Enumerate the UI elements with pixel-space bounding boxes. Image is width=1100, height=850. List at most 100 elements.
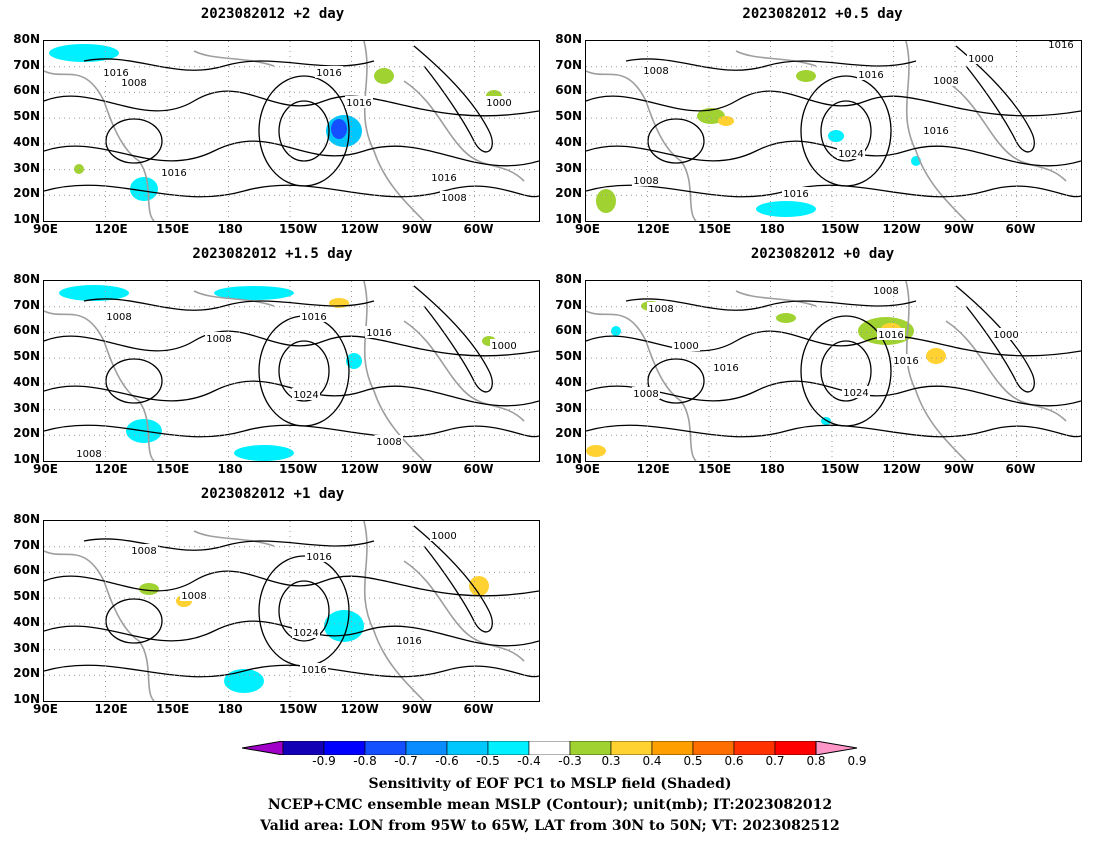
sensitivity-shading [139, 583, 159, 595]
lat-tick-label: 70N [13, 57, 40, 72]
mslp-contour [44, 424, 539, 438]
lon-tick-label: 150W [279, 702, 318, 716]
sensitivity-shading [374, 68, 394, 84]
caption-line-1: Sensitivity of EOF PC1 to MSLP field (Sh… [368, 776, 732, 792]
coastline [193, 290, 275, 307]
contour-label: 1000 [491, 341, 516, 352]
coastline [905, 281, 967, 461]
mslp-contour [820, 100, 872, 162]
contour-label: 1000 [968, 54, 993, 65]
mslp-contour [278, 100, 330, 162]
lon-tick-label: 90E [575, 462, 600, 476]
mslp-contour [586, 90, 1081, 117]
panel-plus2day: 2023082012 +2 day 1016 1008 1016 1016 1000 101… [0, 0, 545, 240]
lat-tick-label: 60N [13, 563, 40, 578]
lon-tick-label: 180 [217, 222, 243, 236]
lon-tick-label: 120E [94, 462, 128, 476]
sensitivity-shading [718, 116, 734, 126]
contour-label: 1008 [873, 286, 898, 297]
mslp-contour [413, 285, 493, 393]
mslp-contour [44, 184, 539, 198]
contour-label: 1008 [933, 76, 958, 87]
colorbar-swatch [282, 740, 325, 756]
colorbar-tick-label: -0.3 [558, 754, 582, 768]
lon-tick-label: 90E [33, 702, 58, 716]
mslp-contour [625, 298, 917, 311]
lon-tick-label: 120W [340, 702, 379, 716]
colorbar-tick-label: 0.7 [765, 754, 785, 768]
lat-tick-label: 10N [555, 452, 582, 466]
colorbar-tick-label: 0.9 [847, 754, 867, 768]
lon-tick-label: 150E [156, 462, 190, 476]
lat-tick-label: 20N [555, 426, 582, 441]
coastline [193, 50, 275, 67]
lat-tick-label: 60N [555, 323, 582, 338]
contour-label: 1016 [301, 665, 326, 676]
panel-plus0day: 2023082012 +0 day 1008 1008 1000 1016 1016 100… [545, 240, 1100, 480]
colorbar-tick-label: 0.3 [601, 754, 621, 768]
lon-tick-label: 90E [33, 222, 58, 236]
contour-label: 1024 [293, 390, 318, 401]
lon-tick-label: 120W [882, 462, 921, 476]
lon-tick-label: 90E [33, 462, 58, 476]
map-canvas: 1008 1016 1000 1008 1016 1024 1008 1016 1016 [586, 41, 1081, 221]
mslp-contour [83, 538, 375, 551]
lon-tick-label: 120W [882, 222, 921, 236]
contour-label: 1016 [161, 168, 186, 179]
contour-label: 1008 [633, 176, 658, 187]
sensitivity-shading [331, 119, 347, 139]
contour-label: 1016 [103, 68, 128, 79]
colorbar: -0.9 -0.8 -0.7 -0.6 -0.5 -0.4 -0.3 0.3 0.4 0.5 0.6… [241, 740, 867, 770]
coastline [44, 70, 155, 221]
contour-label: 1024 [843, 388, 868, 399]
lat-tick-label: 50N [13, 109, 40, 124]
mslp-contour [83, 298, 375, 311]
contour-label: 1008 [441, 193, 466, 204]
contour-label: 1016 [1048, 41, 1073, 51]
sensitivity-shading [49, 44, 119, 62]
colorbar-tick-label: -0.7 [394, 754, 418, 768]
lat-tick-label: 60N [555, 83, 582, 98]
mslp-contour [44, 140, 539, 167]
contour-label: 1016 [923, 126, 948, 137]
sensitivity-shading [611, 326, 621, 336]
contour-label: 1008 [106, 312, 131, 323]
lon-tick-label: 120E [94, 222, 128, 236]
coastline [403, 560, 525, 662]
lon-tick-label: 60W [463, 462, 494, 476]
colorbar-swatch [487, 740, 530, 756]
map-canvas: 1008 1016 1000 1008 1024 1016 1016 [44, 521, 539, 701]
colorbar-swatch [774, 740, 817, 756]
coastline [735, 50, 817, 67]
lon-tick-label: 90W [402, 222, 432, 236]
lat-tick-label: 80N [13, 272, 40, 286]
colorbar-tick-label: -0.9 [312, 754, 336, 768]
lon-tick-label: 120E [94, 702, 128, 716]
lon-tick-label: 60W [463, 702, 494, 716]
mslp-contour [955, 285, 1035, 393]
lon-tick-label: 150E [156, 222, 190, 236]
lat-tick-label: 40N [13, 134, 40, 149]
lat-tick-label: 50N [13, 349, 40, 364]
lon-tick-label: 60W [1005, 462, 1036, 476]
colorbar-swatch [241, 740, 284, 756]
panel-plus1day: 2023082012 +1 day 1008 1016 1000 1008 1024 101… [0, 480, 545, 720]
lat-tick-label: 30N [555, 160, 582, 175]
sensitivity-shading [796, 70, 816, 82]
caption-line-2: NCEP+CMC ensemble mean MSLP (Contour); u… [267, 797, 833, 813]
map-canvas: 1008 1016 1008 1016 1000 1024 1008 1008 [44, 281, 539, 461]
coastline [363, 281, 425, 461]
lat-tick-label: 70N [13, 537, 40, 552]
contour-label: 1024 [838, 149, 863, 160]
colorbar-swatch [405, 740, 448, 756]
colorbar-swatch [733, 740, 776, 756]
mslp-contour [413, 525, 493, 633]
colorbar-swatch [651, 740, 694, 756]
sensitivity-shading [697, 108, 725, 124]
lon-tick-label: 180 [217, 702, 243, 716]
lat-tick-label: 20N [13, 666, 40, 681]
contour-label: 1008 [206, 334, 231, 345]
contour-label: 1016 [346, 98, 371, 109]
lon-tick-label: 60W [463, 222, 494, 236]
